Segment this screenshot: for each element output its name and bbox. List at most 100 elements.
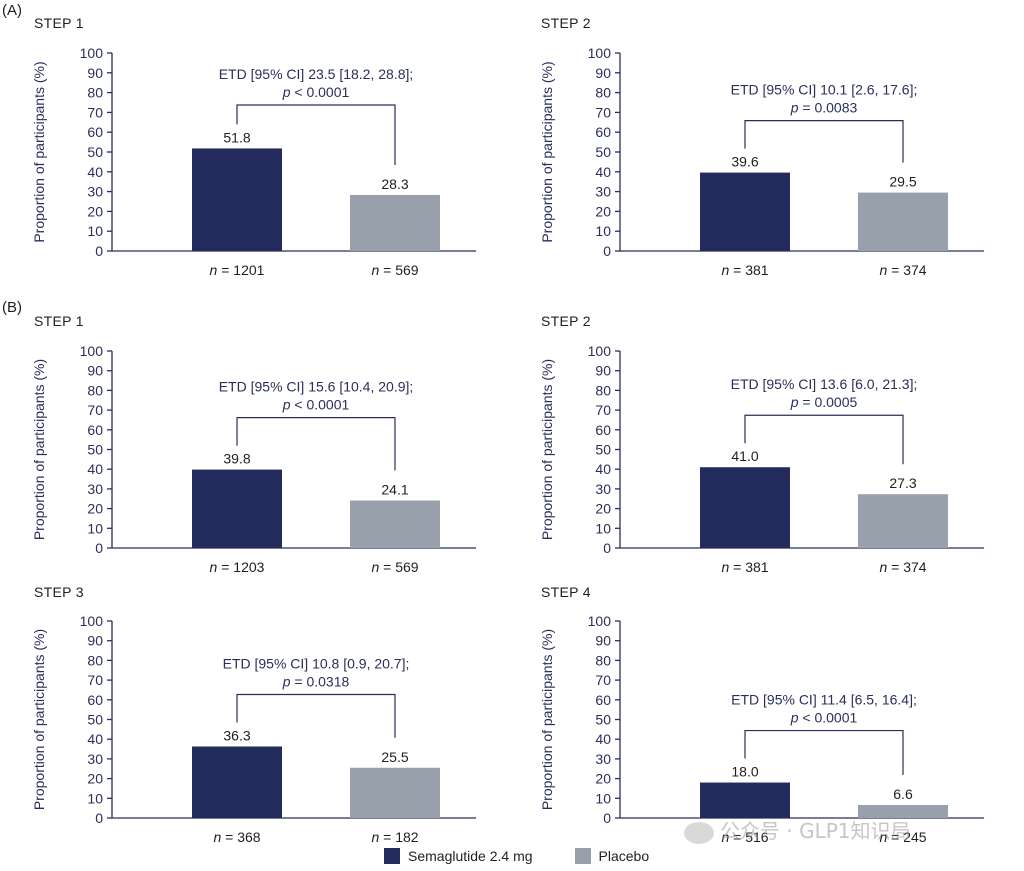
chart-3-p-value: p < 0.0001 [282, 397, 350, 413]
chart-4-n-value: = 374 [887, 559, 927, 575]
chart-2-title: STEP 2 [541, 15, 591, 31]
legend-swatch-semaglutide [384, 848, 400, 864]
legend: Semaglutide 2.4 mg Placebo [384, 848, 683, 864]
chart-5-n-symbol: n [371, 829, 379, 845]
chart-1-ytick-label: 0 [95, 243, 103, 259]
chart-1-category-label: n = 1201 [210, 262, 265, 278]
chart-6-ytick-label: 30 [595, 751, 611, 767]
chart-4-bar-semaglutide [700, 467, 790, 548]
chart-6-etd-annotation: ETD [95% CI] 11.4 [6.5, 16.4]; [731, 692, 917, 708]
chart-3-ytick-label: 0 [95, 540, 103, 556]
chart-5-bar-placebo [350, 767, 440, 818]
chart-1-p-text: < 0.0001 [291, 84, 350, 100]
chart-6-ytick-label: 70 [595, 672, 611, 688]
chart-5-etd-annotation: ETD [95% CI] 10.8 [0.9, 20.7]; [223, 655, 410, 671]
charts-group: STEP 1 Proportion of participants (%) 0 10 2… [31, 15, 984, 845]
chart-5-ytick-label: 30 [87, 751, 103, 767]
chart-6-p-text: < 0.0001 [799, 710, 858, 726]
chart-1-n-value: = 1201 [217, 262, 264, 278]
chart-4-title: STEP 2 [541, 313, 591, 329]
chart-1-ytick-label: 30 [87, 184, 103, 200]
chart-6-p-value: p < 0.0001 [790, 710, 858, 726]
chart-1-ytick-label: 80 [87, 85, 103, 101]
chart-6-n-value: = 516 [729, 829, 769, 845]
chart-2-ytick-label: 70 [595, 104, 611, 120]
chart-4-ylabel: Proportion of participants (%) [539, 359, 555, 540]
chart-4-bar-placebo [858, 494, 948, 548]
chart-5-p-value: p = 0.0318 [282, 673, 350, 689]
chart-6-significance-bracket [744, 729, 904, 775]
chart-2-ytick-label: 80 [595, 85, 611, 101]
chart-4-ytick-label: 100 [588, 343, 612, 359]
chart-6-category-label: n = 245 [879, 829, 926, 845]
chart-4-category-label: n = 381 [721, 559, 768, 575]
chart-5-significance-bracket [236, 693, 396, 738]
chart-3-category-label: n = 1203 [210, 559, 265, 575]
chart-3-ytick-label: 80 [87, 382, 103, 398]
chart-1-etd-annotation: ETD [95% CI] 23.5 [18.2, 28.8]; [219, 66, 414, 82]
watermark: 公众号 · GLP1知识局 [684, 815, 911, 844]
chart-4-n-symbol: n [721, 559, 729, 575]
chart-4-ytick-label: 20 [595, 501, 611, 517]
chart-6-ylabel: Proportion of participants (%) [539, 629, 555, 810]
chart-5-title: STEP 3 [34, 584, 84, 600]
chart-6-ytick-label: 100 [588, 613, 612, 629]
chart-2-etd-annotation: ETD [95% CI] 10.1 [2.6, 17.6]; [731, 82, 918, 98]
chart-6-bar-placebo [858, 804, 948, 818]
chart-3-ytick-label: 60 [87, 422, 103, 438]
chart-1-ylabel: Proportion of participants (%) [31, 61, 47, 242]
chart-3-category-label: n = 569 [371, 559, 418, 575]
chart-4-value-label: 27.3 [889, 475, 916, 491]
legend-item-placebo: Placebo [574, 848, 650, 864]
chart-4-category-label: n = 374 [879, 559, 926, 575]
chart-5-ytick-label: 100 [80, 613, 104, 629]
chart-6-ytick-label: 60 [595, 692, 611, 708]
chart-3-value-label: 39.8 [223, 451, 250, 467]
chart-6-ytick-label: 50 [595, 712, 611, 728]
chart-2-n-symbol: n [879, 262, 887, 278]
chart-5-ytick-label: 20 [87, 771, 103, 787]
chart-3-p-symbol: p [282, 397, 291, 413]
chart-1-n-symbol: n [371, 262, 379, 278]
chart-6-p-symbol: p [790, 710, 799, 726]
chart-1-p-value: p < 0.0001 [282, 84, 350, 100]
chart-1-ytick-label: 20 [87, 203, 103, 219]
chart-2-category-label: n = 381 [721, 262, 768, 278]
chart-3-ytick-label: 70 [87, 402, 103, 418]
chart-3-ytick-label: 20 [87, 501, 103, 517]
watermark-text: 公众号 · GLP1知识局 [720, 819, 911, 843]
chart-4-p-value: p = 0.0005 [790, 394, 858, 410]
chart-2-ytick-label: 20 [595, 203, 611, 219]
chart-4-significance-bracket [744, 414, 904, 465]
chart-4-ytick-label: 50 [595, 442, 611, 458]
chart-1-title: STEP 1 [34, 15, 84, 31]
chart-2-value-label: 39.6 [731, 154, 758, 170]
chart-3-significance-bracket [236, 416, 396, 471]
chart-2-n-value: = 381 [729, 262, 769, 278]
chart-2-n-symbol: n [721, 262, 729, 278]
chart-2-bar-placebo [858, 192, 948, 251]
legend-item-semaglutide: Semaglutide 2.4 mg [384, 848, 533, 864]
legend-label-placebo: Placebo [598, 848, 650, 864]
chart-5-ytick-label: 0 [95, 810, 103, 826]
chart-5-p-text: = 0.0318 [291, 673, 350, 689]
chart-1-category-label: n = 569 [371, 262, 418, 278]
chart-6-bar-semaglutide [700, 782, 790, 818]
chart-5-value-label: 36.3 [223, 727, 250, 743]
chart-3-n-value: = 569 [379, 559, 419, 575]
chart-6-ytick-label: 40 [595, 731, 611, 747]
chart-2-ytick-label: 60 [595, 124, 611, 140]
chart-1-n-symbol: n [210, 262, 218, 278]
chart-4-p-text: = 0.0005 [799, 394, 858, 410]
chart-3-ylabel: Proportion of participants (%) [31, 359, 47, 540]
chart-5-ytick-label: 70 [87, 672, 103, 688]
chart-5-ylabel: Proportion of participants (%) [31, 629, 47, 810]
chart-5-ytick-label: 50 [87, 712, 103, 728]
chart-6-value-label: 6.6 [893, 786, 913, 802]
chart-6-title: STEP 4 [541, 584, 591, 600]
chart-4-ytick-label: 70 [595, 402, 611, 418]
chart-2-p-text: = 0.0083 [799, 100, 858, 116]
chart-1-p-symbol: p [282, 84, 291, 100]
chart-4-value-label: 41.0 [731, 448, 758, 464]
